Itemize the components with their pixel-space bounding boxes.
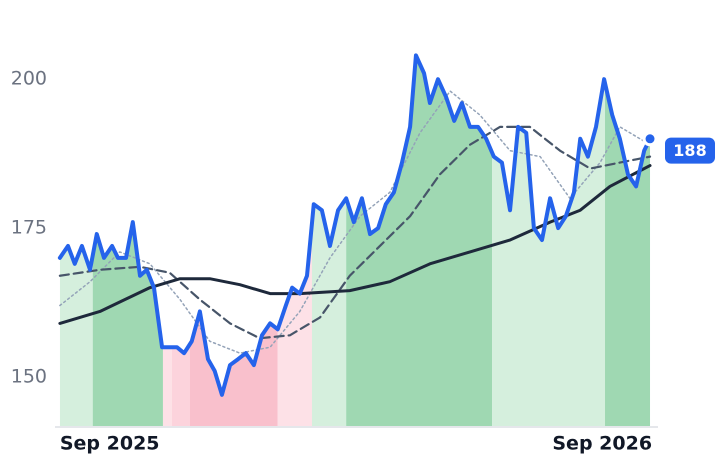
- band: [311, 55, 347, 427]
- band: [162, 55, 172, 427]
- band: [92, 55, 163, 427]
- last-point: [642, 131, 658, 147]
- x-tick-label: Sep 2025: [60, 433, 160, 455]
- band: [59, 55, 93, 427]
- value-badge-text: 188: [673, 141, 706, 160]
- series-line: [59, 90, 651, 354]
- lines: [57, 53, 653, 397]
- y-tick-label: 175: [11, 217, 47, 239]
- series-line: [58, 164, 652, 325]
- band: [605, 55, 651, 427]
- x-tick-label: Sep 2026: [552, 433, 652, 455]
- y-tick-label: 150: [11, 365, 47, 387]
- value-badge: [665, 137, 715, 164]
- series-line: [58, 125, 652, 340]
- series-line: [57, 53, 653, 397]
- axes: 150 175 200 Sep 2025 Sep 2026 188: [11, 68, 715, 455]
- y-tick-label: 200: [11, 68, 47, 90]
- band: [171, 55, 190, 427]
- band: [277, 55, 312, 427]
